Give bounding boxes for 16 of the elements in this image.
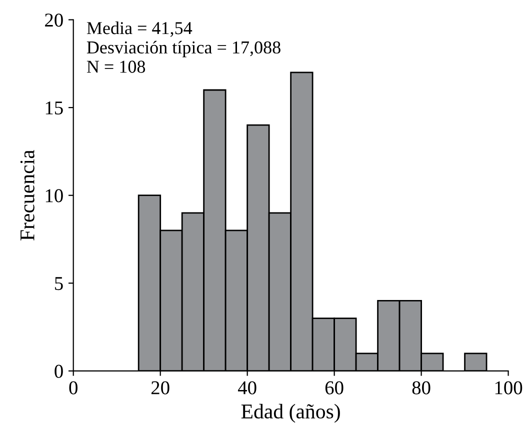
- x-tick-label: 0: [69, 381, 78, 394]
- x-tick-label: 100: [495, 381, 522, 394]
- y-tick-label: 15: [46, 101, 63, 114]
- x-tick-label: 60: [325, 381, 344, 394]
- x-tick-label: 40: [238, 381, 256, 394]
- x-tick-label: 80: [412, 381, 430, 394]
- annotation: N = 108: [86, 60, 146, 73]
- x-tick-label: 20: [151, 381, 170, 394]
- y-tick-label: 0: [54, 364, 63, 378]
- y-axis-title: Frecuencia: [20, 150, 34, 240]
- y-tick-label: 10: [46, 189, 63, 202]
- annotation: Media = 41,54: [86, 22, 192, 37]
- x-axis-title: Edad (años): [241, 404, 340, 423]
- y-tick-label: 5: [55, 277, 63, 290]
- annotation: Desviación típica = 17,088: [86, 40, 280, 58]
- y-tick-label: 20: [45, 14, 63, 27]
